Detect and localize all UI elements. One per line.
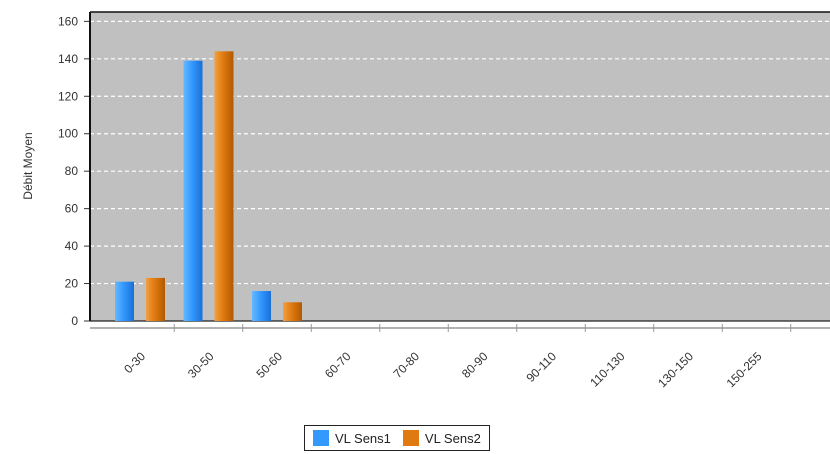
bar-vl-sens1-50-60[interactable] bbox=[252, 291, 271, 321]
axes bbox=[84, 11, 830, 332]
bar-vl-sens2-0-30[interactable] bbox=[146, 277, 165, 321]
legend-label: VL Sens2 bbox=[424, 430, 481, 446]
bars bbox=[115, 51, 302, 322]
legend: VL Sens1 VL Sens2 bbox=[304, 425, 490, 451]
y-tick-label: 120 bbox=[58, 89, 78, 103]
y-tick-label: 80 bbox=[65, 164, 79, 178]
y-tick-labels: 0 20 40 60 80 100 120 140 160 bbox=[58, 14, 78, 328]
x-tick-label: 90-110 bbox=[523, 349, 559, 385]
y-axis-title: Débit Moyen bbox=[21, 132, 35, 199]
x-tick-labels: 0-30 30-50 50-60 60-70 70-80 80-90 90-110 110-1… bbox=[121, 349, 765, 390]
x-tick-label: 30-50 bbox=[185, 349, 217, 381]
bar-vl-sens1-30-50[interactable] bbox=[183, 60, 203, 321]
legend-label: VL Sens1 bbox=[335, 430, 391, 446]
legend-item-series-1[interactable]: VL Sens1 bbox=[313, 430, 391, 446]
x-tick-label: 60-70 bbox=[322, 349, 354, 381]
y-tick-label: 40 bbox=[65, 239, 79, 253]
y-tick-label: 100 bbox=[58, 127, 78, 141]
y-tick-label: 140 bbox=[58, 52, 78, 66]
legend-swatch-blue bbox=[313, 430, 329, 446]
x-tick-label: 50-60 bbox=[254, 349, 286, 381]
gridlines bbox=[90, 20, 830, 285]
y-tick-label: 60 bbox=[65, 202, 79, 216]
y-tick-label: 160 bbox=[58, 14, 78, 28]
x-tick-label: 110-130 bbox=[587, 349, 628, 390]
x-tick-label: 150-255 bbox=[724, 349, 765, 390]
bar-vl-sens2-50-60[interactable] bbox=[283, 302, 302, 321]
legend-swatch-orange bbox=[402, 430, 419, 446]
legend-item-series-2[interactable]: VL Sens2 bbox=[402, 430, 481, 446]
x-tick-label: 130-150 bbox=[655, 349, 696, 390]
bar-vl-sens1-0-30[interactable] bbox=[115, 281, 134, 321]
x-tick-label: 70-80 bbox=[391, 349, 423, 381]
bar-vl-sens2-30-50[interactable] bbox=[214, 51, 234, 322]
y-tick-label: 20 bbox=[65, 277, 79, 291]
plot-area bbox=[90, 12, 830, 321]
x-tick-label: 80-90 bbox=[459, 349, 491, 381]
x-tick-label: 0-30 bbox=[121, 349, 148, 376]
y-tick-label: 0 bbox=[71, 314, 78, 328]
